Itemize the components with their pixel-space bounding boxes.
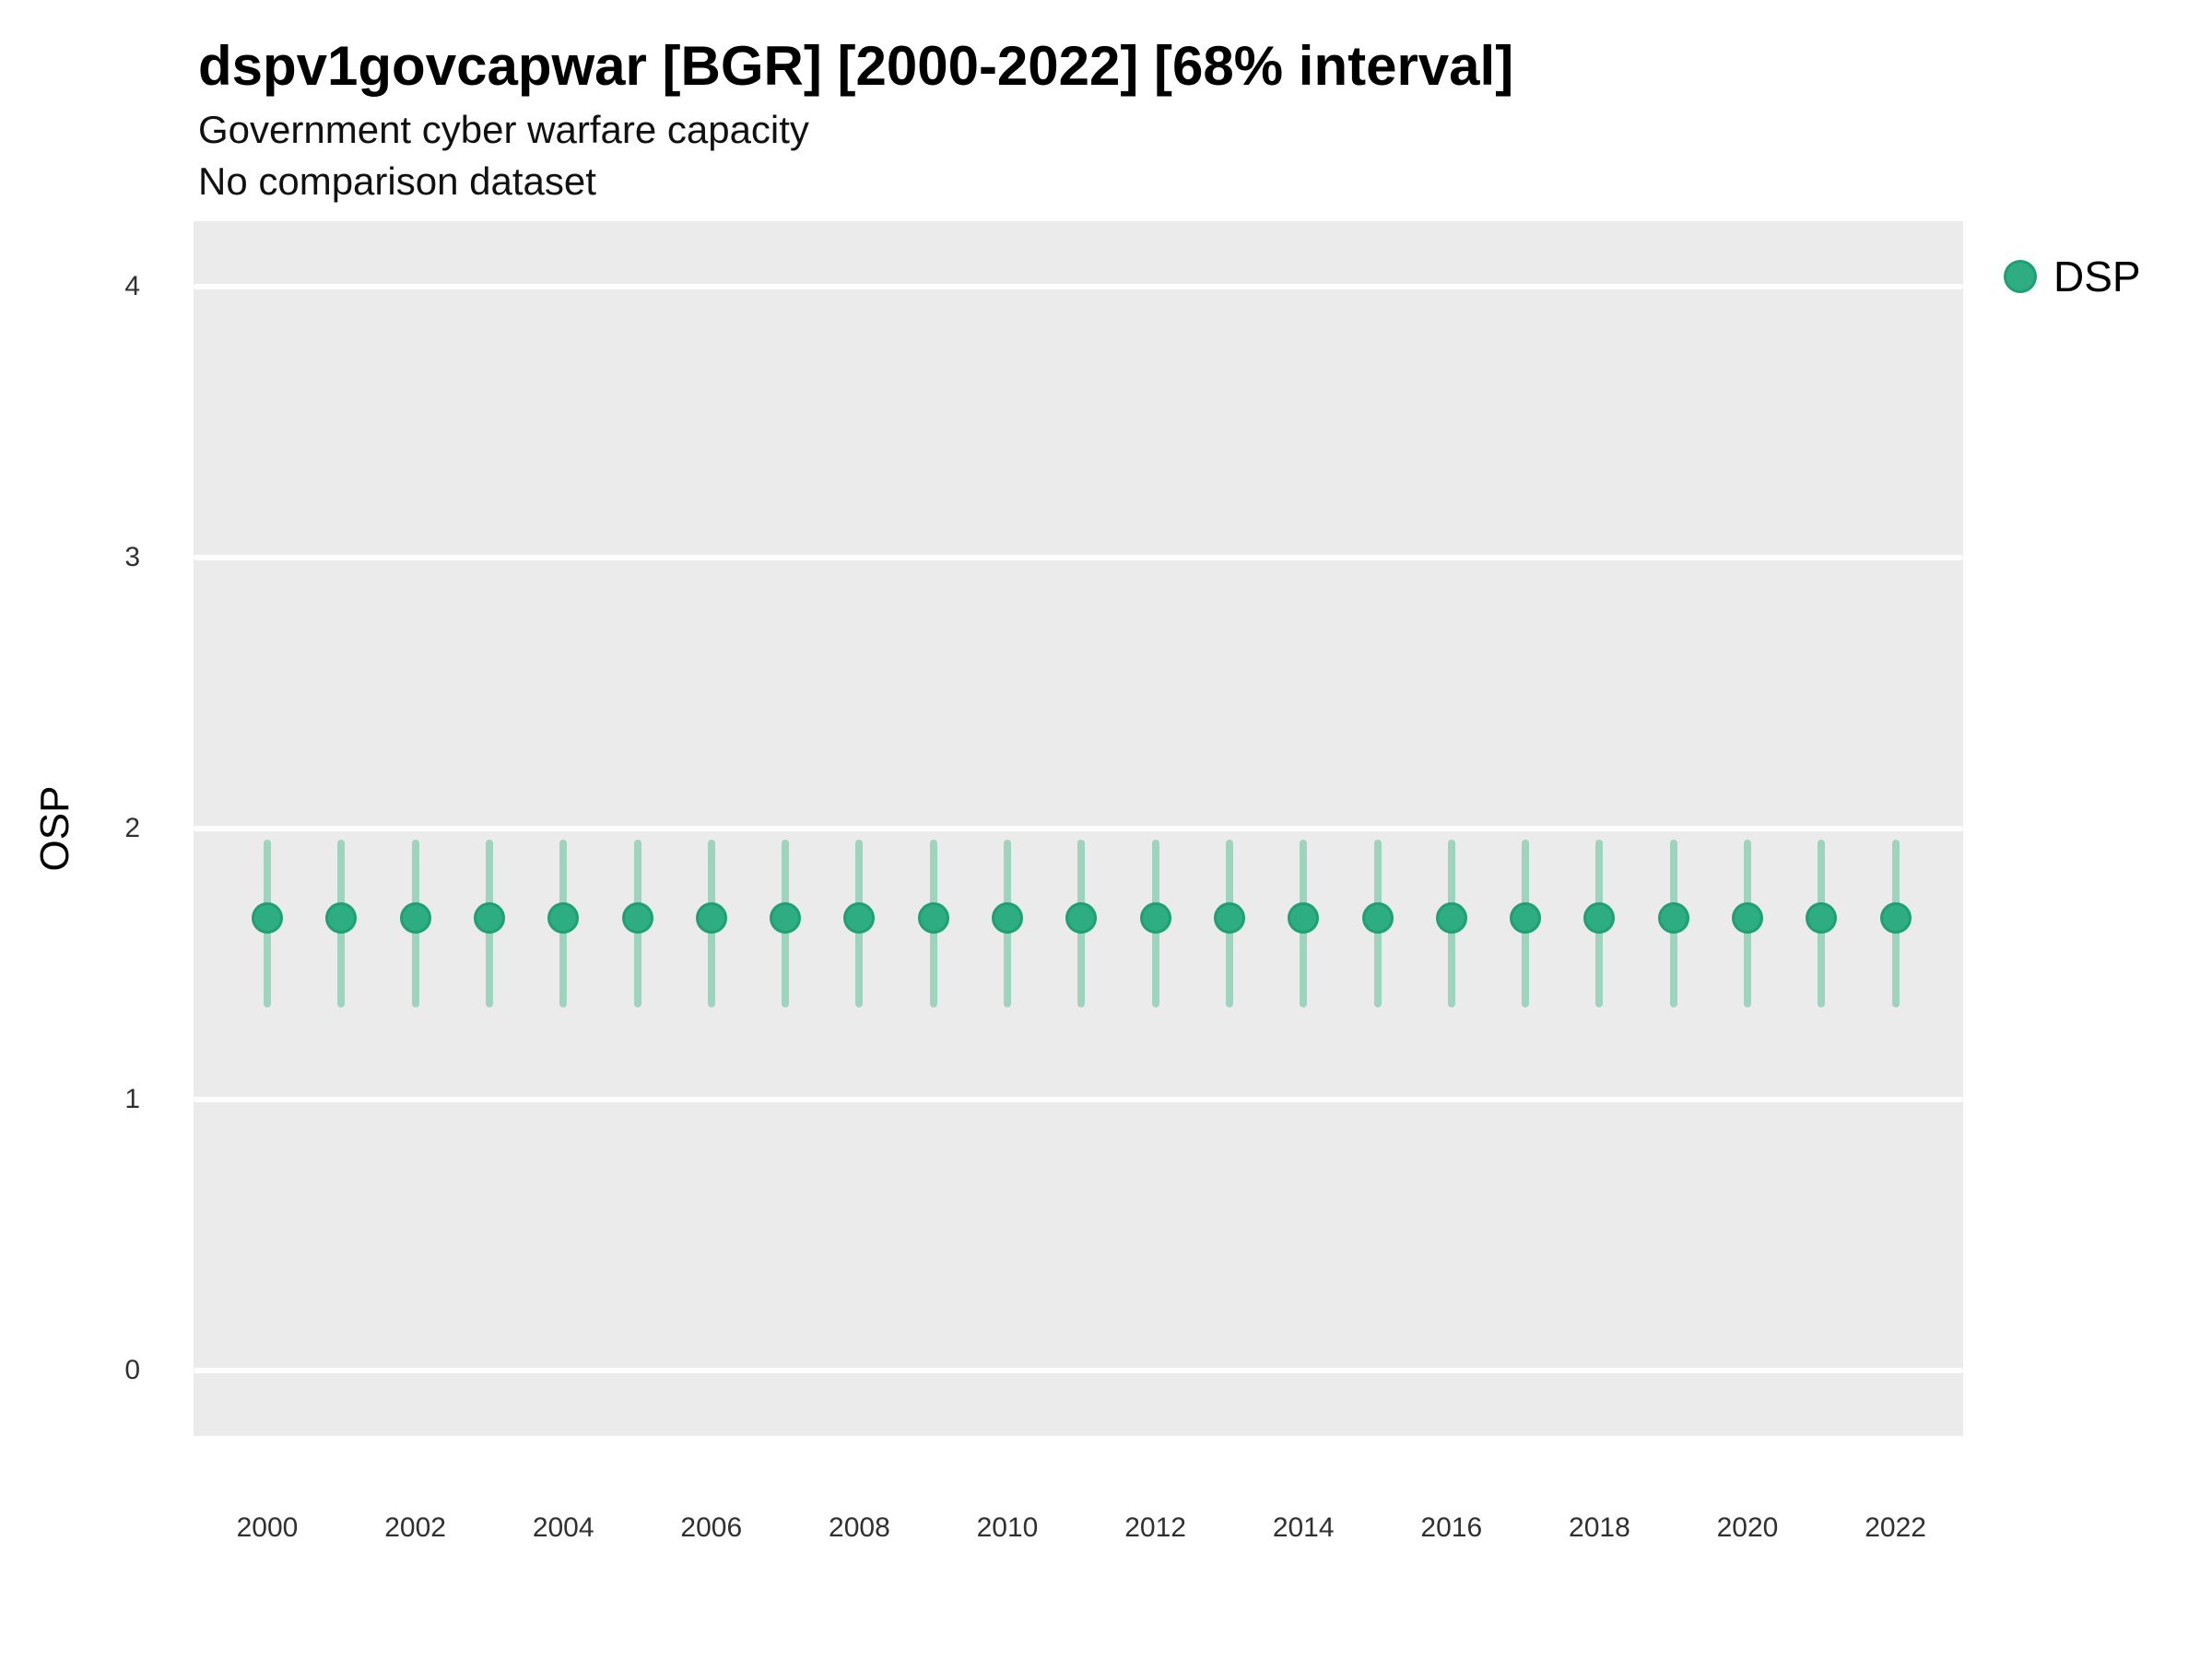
y-tick-label-0: 0 xyxy=(124,1355,140,1385)
point-2009 xyxy=(917,902,949,935)
x-tick-label-2018: 2018 xyxy=(1569,1512,1630,1543)
chart-note: No comparison dataset xyxy=(198,159,596,203)
legend: DSP xyxy=(1987,243,2208,310)
point-2006 xyxy=(695,902,727,935)
chart-title: dspv1govcapwar [BGR] [2000-2022] [68% in… xyxy=(198,35,1514,97)
plot-panel xyxy=(194,221,1963,1436)
gridline-y-4 xyxy=(194,284,1963,289)
x-tick-label-2010: 2010 xyxy=(976,1512,1039,1543)
x-tick-label-2020: 2020 xyxy=(1716,1512,1779,1543)
gridline-y-2 xyxy=(194,826,1963,831)
point-2014 xyxy=(1288,902,1320,935)
gridline-y-1 xyxy=(194,1097,1963,1102)
point-2018 xyxy=(1583,902,1616,935)
gridline-y-3 xyxy=(194,555,1963,560)
point-2013 xyxy=(1213,902,1245,935)
legend-point-icon xyxy=(2004,260,2037,293)
point-2008 xyxy=(843,902,876,935)
legend-label: DSP xyxy=(2053,253,2141,300)
point-2019 xyxy=(1657,902,1689,935)
point-2016 xyxy=(1435,902,1467,935)
point-2011 xyxy=(1065,902,1098,935)
point-2001 xyxy=(325,902,358,935)
point-2020 xyxy=(1732,902,1763,935)
x-tick-label-2006: 2006 xyxy=(680,1512,743,1543)
point-2007 xyxy=(770,902,802,935)
point-2012 xyxy=(1139,902,1171,935)
chart-subtitle: Government cyber warfare capacity xyxy=(198,108,809,151)
point-2017 xyxy=(1510,902,1542,935)
gridline-y-0 xyxy=(194,1368,1963,1373)
y-tick-label-1: 1 xyxy=(124,1084,140,1114)
x-tick-label-2002: 2002 xyxy=(384,1512,446,1543)
x-tick-label-2014: 2014 xyxy=(1272,1512,1335,1543)
point-2015 xyxy=(1361,902,1394,935)
y-tick-label-2: 2 xyxy=(124,813,140,843)
x-tick-label-2022: 2022 xyxy=(1865,1512,1926,1543)
x-tick-label-2012: 2012 xyxy=(1124,1512,1186,1543)
point-2002 xyxy=(399,902,431,935)
point-2021 xyxy=(1806,902,1838,935)
x-tick-label-2008: 2008 xyxy=(829,1512,890,1543)
point-2000 xyxy=(252,902,283,935)
x-tick-label-2004: 2004 xyxy=(532,1512,594,1543)
x-tick-label-2016: 2016 xyxy=(1420,1512,1483,1543)
point-2003 xyxy=(473,902,505,935)
point-2010 xyxy=(992,902,1023,935)
point-2005 xyxy=(621,902,653,935)
point-2022 xyxy=(1879,902,1912,935)
x-tick-label-2000: 2000 xyxy=(236,1512,299,1543)
point-2004 xyxy=(547,902,580,935)
y-tick-label-4: 4 xyxy=(124,271,140,301)
y-tick-label-3: 3 xyxy=(124,542,140,572)
